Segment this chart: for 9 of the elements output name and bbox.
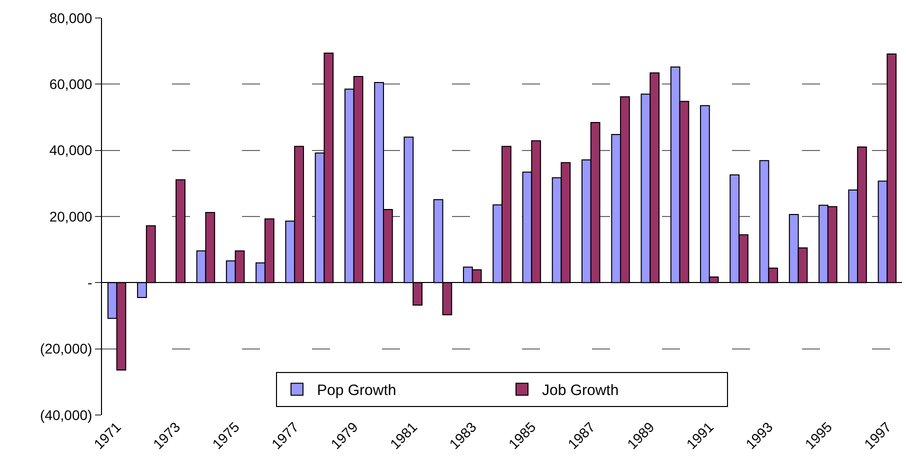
y-tick-label: 40,000 — [49, 142, 92, 158]
y-tick-label: 60,000 — [49, 76, 92, 92]
y-tick-label: 80,000 — [49, 10, 92, 26]
y-tick-label: (20,000) — [40, 340, 92, 357]
y-tick-label: - — [88, 274, 93, 291]
y-tick-label: (40,000) — [40, 406, 92, 423]
y-tick-label: 20,000 — [49, 208, 92, 224]
legend-label: Job Growth — [542, 382, 619, 400]
legend-label: Pop Growth — [317, 382, 396, 400]
